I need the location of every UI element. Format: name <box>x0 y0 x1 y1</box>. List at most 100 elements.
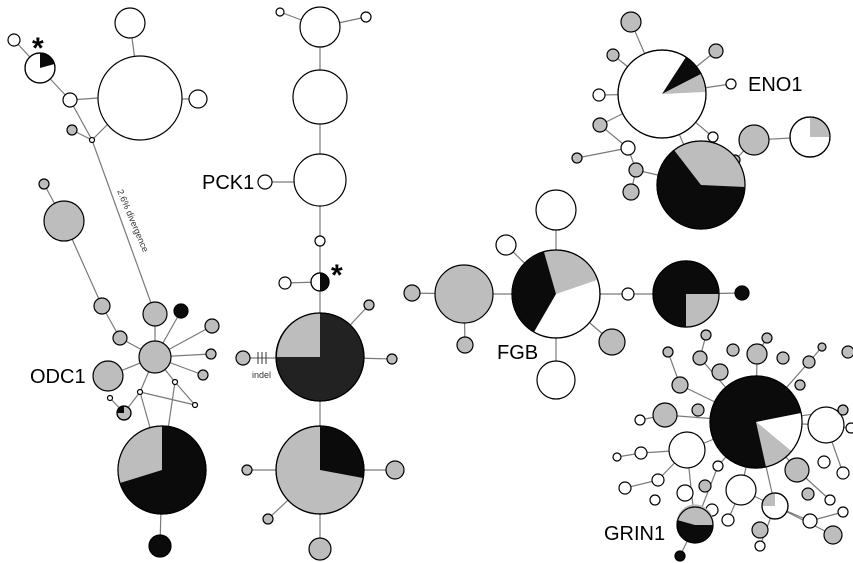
haplotype-node <box>571 152 583 164</box>
haplotype-node <box>360 11 372 23</box>
haplotype-node <box>712 460 724 472</box>
haplotype-node <box>456 336 474 354</box>
haplotype-node <box>299 6 341 48</box>
haplotype-node <box>235 350 251 366</box>
haplotype-node <box>721 513 735 527</box>
haplotype-node <box>173 303 189 319</box>
haplotype-node <box>622 183 640 201</box>
haplotype-node <box>308 537 332 561</box>
pie-node <box>652 260 720 328</box>
divergence-label: 2.6% divergence <box>115 188 150 254</box>
haplotype-node <box>188 89 208 109</box>
haplotype-node <box>725 474 757 506</box>
haplotype-node <box>668 431 706 469</box>
indel-ticks <box>257 352 267 364</box>
haplotype-node <box>495 234 517 256</box>
haplotype-node <box>592 117 608 133</box>
pie-node <box>24 52 56 84</box>
gene-label-fgb: FGB <box>497 342 538 364</box>
haplotype-node <box>801 487 815 501</box>
haplotype-node <box>293 153 347 207</box>
haplotype-node <box>628 162 644 178</box>
haplotype-node <box>751 521 769 539</box>
haplotype-node <box>746 343 768 365</box>
pie-node <box>676 504 714 544</box>
fgb-network <box>403 189 750 400</box>
haplotype-node <box>112 330 128 346</box>
pie-node <box>761 492 789 520</box>
haplotype-node <box>711 363 729 381</box>
pie-node <box>511 249 601 339</box>
haplotype-node <box>292 69 348 125</box>
haplotype-node <box>802 355 816 369</box>
haplotype-node <box>841 345 853 359</box>
haplotype-node <box>114 7 146 39</box>
haplotype-node <box>385 460 405 480</box>
haplotype-node <box>535 189 577 231</box>
haplotype-node <box>7 33 21 47</box>
haplotype-node <box>734 285 750 301</box>
haplotype-node <box>817 455 831 469</box>
haplotype-node <box>618 481 632 495</box>
haplotype-node <box>651 473 665 487</box>
haplotype-node <box>592 88 606 102</box>
haplotype-node <box>837 404 849 416</box>
haplotype-node <box>363 299 375 311</box>
haplotype-node <box>761 332 773 344</box>
haplotype-node <box>275 7 285 17</box>
pie-node <box>789 116 831 158</box>
haplotype-node <box>676 484 694 502</box>
haplotype-node <box>817 342 827 352</box>
haplotype-node <box>257 174 273 190</box>
haplotype-node <box>138 340 172 374</box>
haplotype-node <box>649 494 661 506</box>
pie-node <box>310 272 330 292</box>
grin1-network <box>612 329 853 562</box>
gene-label-odc1: ODC1 <box>30 366 86 388</box>
haplotype-node <box>708 43 724 59</box>
pie-node <box>275 312 365 402</box>
pie-node <box>617 49 707 139</box>
median-vector-node <box>106 394 114 402</box>
median-vector-node <box>191 401 199 409</box>
haplotype-node <box>845 422 853 434</box>
haplotype-node <box>662 346 674 358</box>
pck1-network <box>235 6 405 561</box>
haplotype-node <box>92 360 124 392</box>
haplotype-node <box>754 540 766 552</box>
haplotype-node <box>807 406 845 444</box>
haplotype-node <box>197 369 209 381</box>
haplotype-node <box>62 92 78 108</box>
pie-node <box>709 375 803 469</box>
haplotype-node <box>691 403 705 417</box>
haplotype-node <box>434 264 494 324</box>
haplotype-node <box>205 348 217 360</box>
haplotype-node <box>43 200 85 242</box>
haplotype-node <box>66 124 78 136</box>
haplotype-node <box>386 353 398 365</box>
haplotype-node <box>620 11 642 33</box>
haplotype-node <box>620 140 636 156</box>
haplotype-node <box>823 525 843 545</box>
haplotype-node <box>204 318 220 334</box>
haplotype-node <box>776 351 790 365</box>
gene-label-eno1: ENO1 <box>748 74 802 96</box>
haplotype-node <box>598 328 626 356</box>
haplotype-node <box>652 402 678 428</box>
haplotype-node <box>824 494 836 506</box>
pie-node <box>117 425 207 515</box>
haplotype-node <box>621 287 635 301</box>
eno1-network <box>571 11 831 230</box>
asterisk-marker-pck1: * <box>331 259 343 292</box>
haplotype-node <box>674 550 686 562</box>
haplotype-node <box>38 178 50 190</box>
asterisk-marker-odc1: * <box>32 32 44 65</box>
haplotype-node <box>536 360 576 400</box>
median-vector-node <box>136 388 144 396</box>
haplotype-node <box>725 78 737 90</box>
gene-label-pck1: PCK1 <box>202 172 254 194</box>
haplotype-node <box>784 457 810 483</box>
gene-label-grin1: GRIN1 <box>604 523 665 545</box>
haplotype-node <box>606 48 620 62</box>
